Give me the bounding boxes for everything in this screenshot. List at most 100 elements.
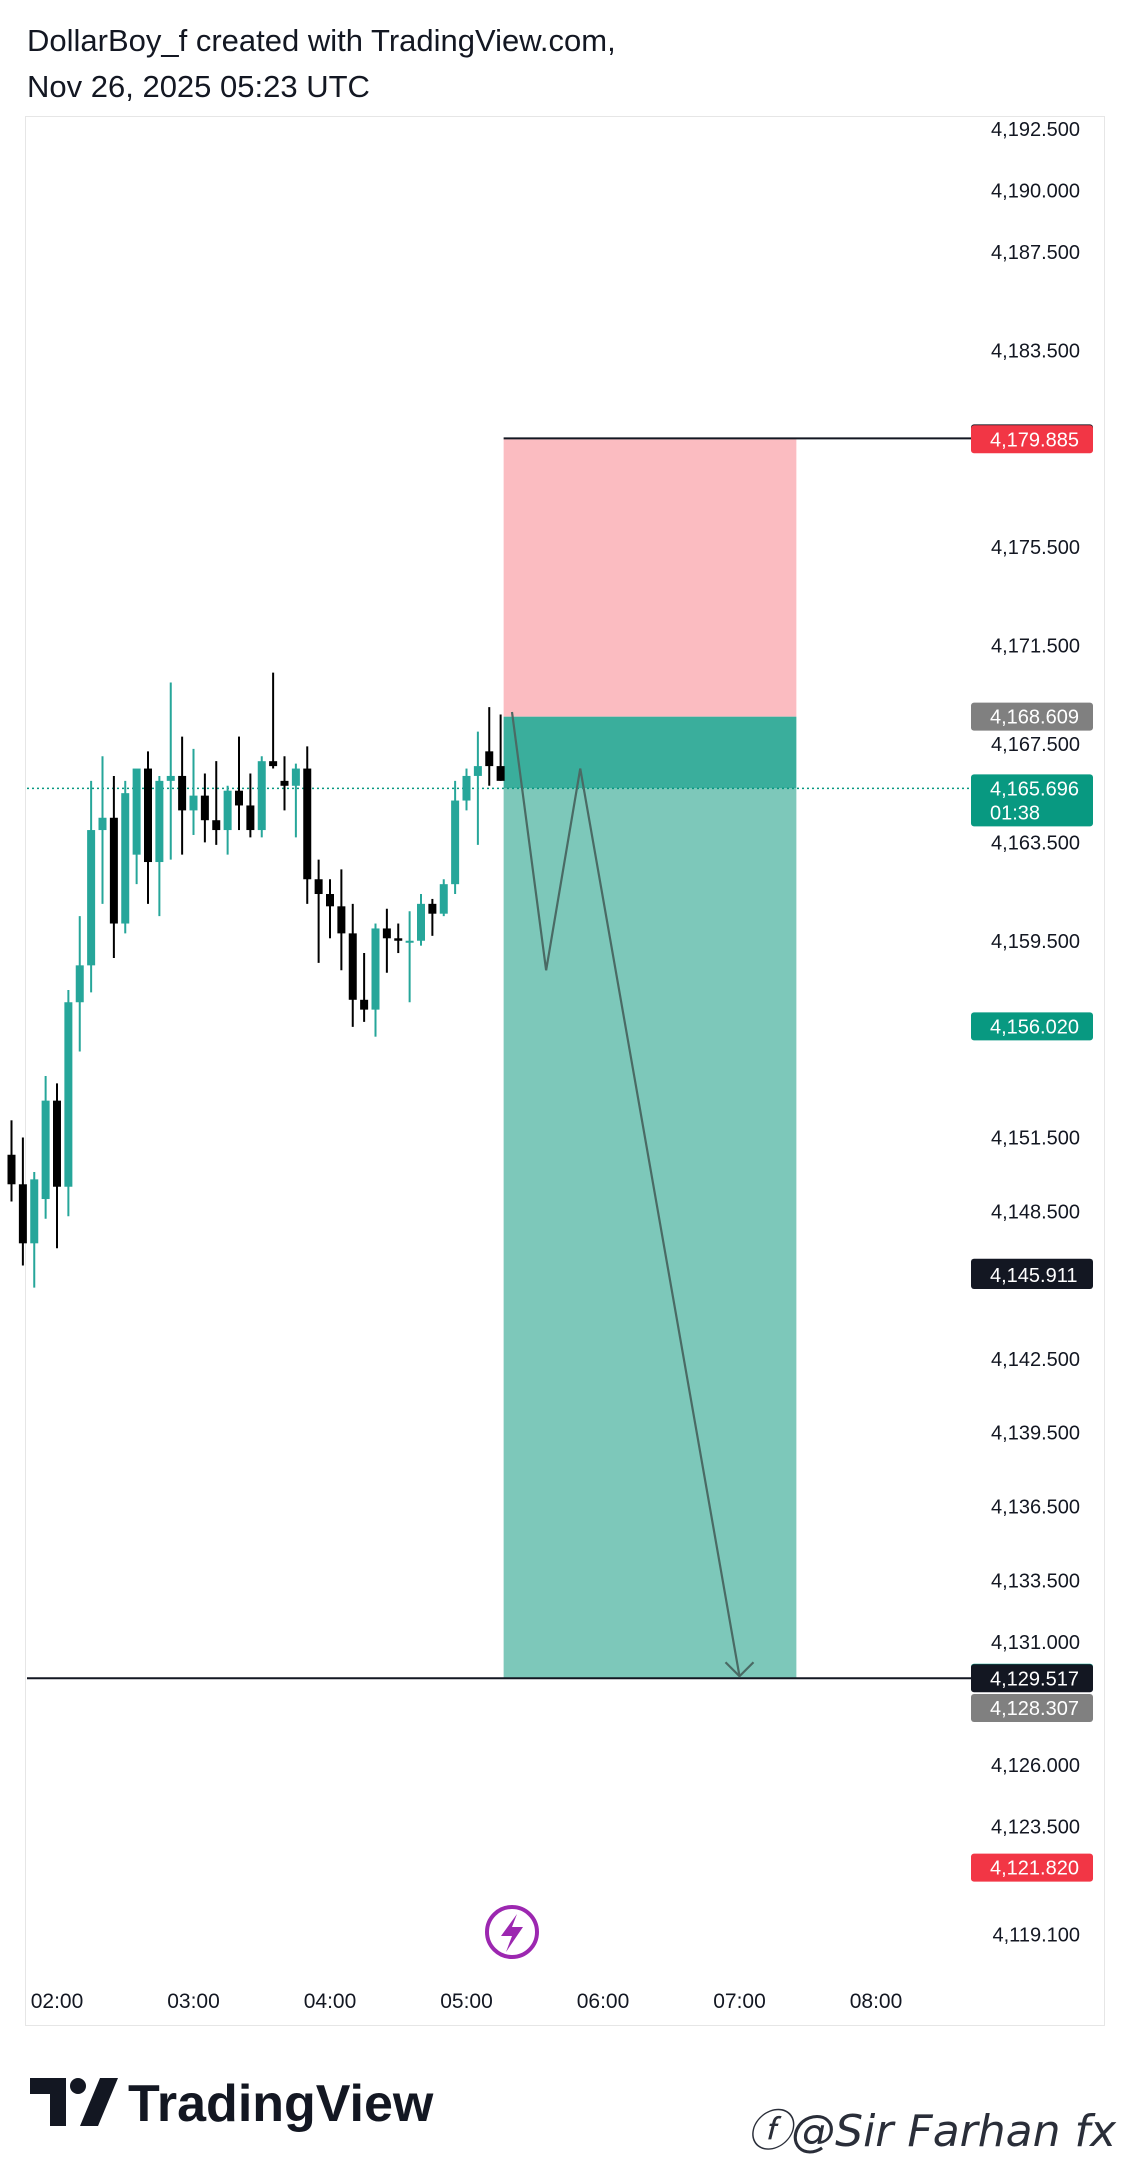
candle-body-32[interactable]: [371, 928, 380, 1010]
candle-body-3[interactable]: [41, 1100, 50, 1200]
x-tick-label-3: 05:00: [440, 1990, 493, 2013]
y-tick-label-15: 4,131.000: [991, 1632, 1080, 1654]
candle-body-21[interactable]: [246, 805, 255, 831]
horizontal-lines: [27, 437, 974, 1680]
price-labels: 4,179.9254,179.8854,168.6094,165.69601:3…: [971, 424, 1093, 1882]
candle-body-15[interactable]: [178, 775, 187, 811]
candle-body-35[interactable]: [405, 940, 414, 943]
candle-body-34[interactable]: [394, 938, 403, 941]
candle-body-23[interactable]: [269, 761, 278, 767]
x-tick-label-6: 08:00: [850, 1990, 903, 2013]
price-label-6[interactable]: 4,145.911: [971, 1261, 1093, 1290]
x-tick-label-0: 02:00: [31, 1990, 84, 2013]
candle-body-14[interactable]: [166, 775, 175, 781]
candle-body-26[interactable]: [303, 768, 312, 880]
y-tick-label-2: 4,187.500: [991, 242, 1080, 264]
candle-body-28[interactable]: [326, 894, 334, 907]
candle-body-1[interactable]: [18, 1184, 27, 1244]
candle-body-19[interactable]: [223, 790, 232, 831]
candle-body-8[interactable]: [98, 817, 107, 831]
entry-zone[interactable]: [503, 716, 797, 789]
candle-body-18[interactable]: [212, 820, 221, 831]
candle-body-39[interactable]: [451, 800, 460, 885]
y-axis: 4,192.500 4,190.000 4,187.500 4,183.500 4,17…: [991, 119, 1080, 1947]
projection-line[interactable]: [510, 711, 741, 1677]
tradingview-logo[interactable]: TradingView: [30, 2070, 450, 2139]
y-tick-label-13: 4,136.500: [991, 1497, 1080, 1519]
y-tick-label-4: 4,175.500: [991, 537, 1080, 559]
y-tick-label-6: 4,167.500: [991, 734, 1080, 756]
candle-body-20[interactable]: [235, 790, 243, 806]
x-tick-label-4: 06:00: [577, 1990, 630, 2013]
stop-loss-zone[interactable]: [503, 439, 797, 717]
candle-body-41[interactable]: [473, 766, 482, 776]
take-profit-zone[interactable]: [503, 788, 797, 1678]
price-label-sub-3: 01:38: [990, 802, 1040, 824]
price-label-2[interactable]: 4,168.609: [971, 702, 1093, 731]
header-date-line: Nov 26, 2025 05:23 UTC: [27, 69, 370, 104]
chart-frame[interactable]: [25, 116, 1105, 2026]
price-label-bg-8: [971, 1664, 1093, 1693]
candle-body-27[interactable]: [314, 879, 323, 895]
y-tick-label-18: 4,119.100: [993, 1925, 1081, 1947]
x-tick-label-1: 03:00: [167, 1990, 220, 2013]
price-label-text-2: 4,168.609: [990, 707, 1079, 729]
candle-body-33[interactable]: [382, 928, 391, 939]
candle-body-31[interactable]: [360, 999, 369, 1010]
x-tick-label-2: 04:00: [304, 1990, 357, 2013]
candle-body-25[interactable]: [291, 768, 300, 786]
footer-brand: TradingView: [128, 2075, 434, 2133]
candle-body-10[interactable]: [121, 793, 130, 924]
projection-arrowhead: [724, 1661, 755, 1678]
candle-body-42[interactable]: [485, 751, 494, 767]
candle-body-22[interactable]: [257, 761, 266, 831]
lightning-icon[interactable]: [485, 1905, 539, 1959]
price-label-10[interactable]: 4,121.820: [971, 1853, 1093, 1882]
candle-body-17[interactable]: [200, 795, 209, 821]
candle-body-11[interactable]: [132, 768, 141, 855]
price-label-1[interactable]: 4,179.885: [971, 425, 1093, 454]
candle-body-43[interactable]: [496, 766, 505, 781]
candle-body-6[interactable]: [75, 965, 84, 1003]
candle-body-24[interactable]: [280, 780, 289, 786]
candle-body-38[interactable]: [439, 884, 448, 914]
y-tick-label-8: 4,159.500: [991, 931, 1080, 953]
candle-body-29[interactable]: [337, 906, 346, 934]
candle-body-36[interactable]: [417, 903, 425, 941]
candle-body-0[interactable]: [7, 1154, 16, 1185]
price-label-text-6: 4,145.911: [990, 1265, 1078, 1287]
price-label-bg-2: [971, 702, 1093, 731]
candle-body-37[interactable]: [428, 903, 437, 914]
y-tick-label-17: 4,123.500: [991, 1816, 1080, 1838]
price-label-text-3: 4,165.696: [990, 778, 1079, 800]
price-label-bg-4: [971, 1012, 1093, 1041]
x-axis: 02:00 03:00 04:00 05:00 06:00 07:00 08:00: [31, 1990, 903, 2013]
candle-body-4[interactable]: [53, 1100, 61, 1187]
price-label-8[interactable]: 4,129.517: [971, 1664, 1093, 1693]
y-tick-label-11: 4,142.500: [991, 1349, 1080, 1371]
candle-body-7[interactable]: [87, 830, 96, 966]
price-label-4[interactable]: 4,156.020: [971, 1012, 1093, 1041]
price-label-bg-1: [971, 425, 1093, 454]
candle-body-40[interactable]: [462, 775, 471, 801]
candle-body-16[interactable]: [189, 795, 198, 811]
price-label-bg-6: [971, 1261, 1093, 1290]
candle-body-12[interactable]: [144, 768, 152, 863]
candle-body-5[interactable]: [64, 1002, 73, 1187]
price-label-text-10: 4,121.820: [990, 1858, 1079, 1880]
footer-credit: ⓕ@Sir Farhan fx: [747, 2095, 1116, 2159]
price-label-text-4: 4,156.020: [990, 1016, 1079, 1038]
candle-body-13[interactable]: [155, 780, 164, 863]
position-zones: [503, 439, 797, 1678]
tv-mark-icon: [30, 2078, 118, 2126]
price-label-9[interactable]: 4,128.307: [971, 1694, 1093, 1723]
y-tick-label-16: 4,126.000: [991, 1755, 1080, 1777]
candle-body-9[interactable]: [109, 817, 118, 924]
price-label-bg-9: [971, 1694, 1093, 1723]
candlestick-chart[interactable]: 4,192.500 4,190.000 4,187.500 4,183.500 4,17…: [0, 0, 1130, 2030]
candle-body-30[interactable]: [348, 933, 357, 1000]
y-tick-label-0: 4,192.500: [991, 119, 1080, 141]
price-label-text-9: 4,128.307: [990, 1698, 1079, 1720]
candle-body-2[interactable]: [30, 1179, 39, 1244]
